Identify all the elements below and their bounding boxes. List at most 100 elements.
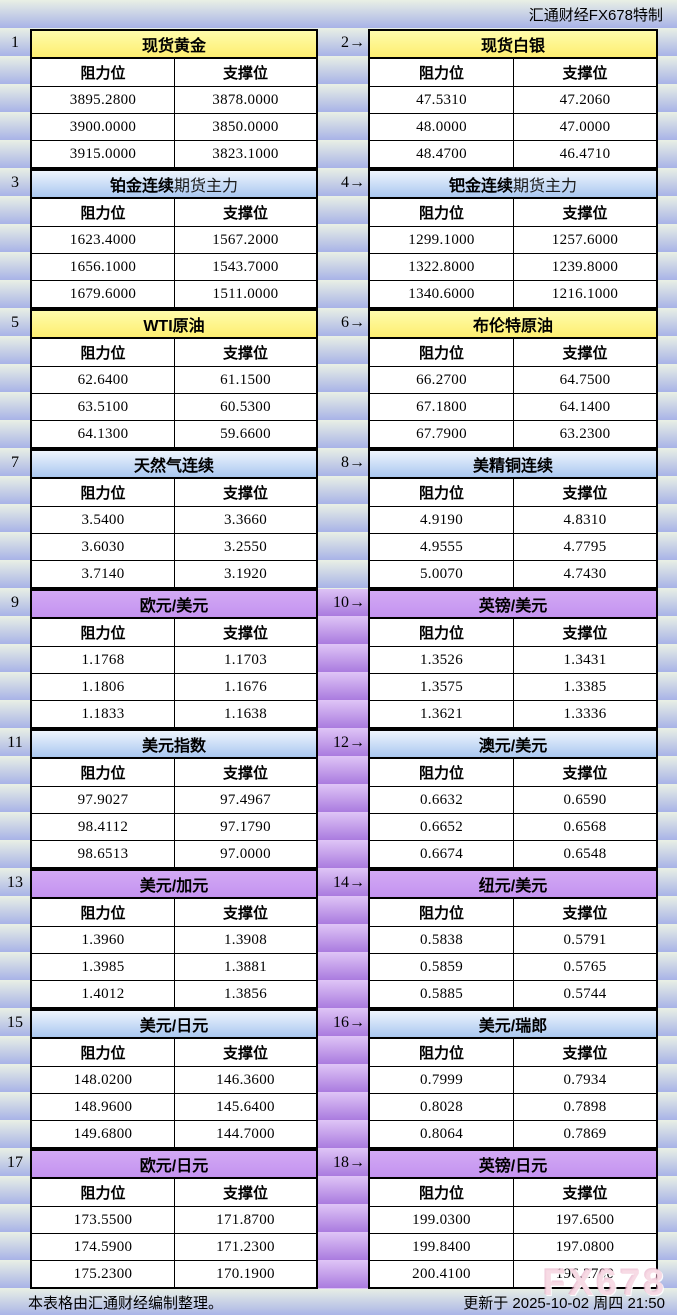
resistance-value: 1340.6000 [370, 280, 513, 307]
table-number-arrow: 6→ [341, 314, 365, 331]
table-title-text: 澳元/美元 [478, 738, 548, 755]
resistance-value: 174.5900 [32, 1233, 174, 1260]
support-header: 支撑位 [174, 59, 316, 86]
table-title: 美精铜连续 [370, 451, 656, 479]
support-value: 1.3856 [174, 980, 316, 1007]
table-title: 欧元/日元 [32, 1151, 316, 1179]
support-value: 63.2300 [513, 420, 656, 447]
table-title: WTI原油 [32, 311, 316, 339]
resistance-value: 4.9555 [370, 533, 513, 560]
table-number-left: 5 [11, 314, 19, 331]
resistance-value: 0.5885 [370, 980, 513, 1007]
table-number-left: 9 [11, 594, 19, 611]
support-value: 171.2300 [174, 1233, 316, 1260]
fx678-watermark: FX678 [543, 1262, 668, 1303]
resistance-header: 阻力位 [418, 905, 464, 922]
center-gap-column: 14→ [318, 869, 368, 1009]
resistance-value: 0.5838 [370, 926, 513, 953]
support-header: 支撑位 [174, 1039, 316, 1066]
center-gap-column: 4→ [318, 169, 368, 309]
table-title-text: 铂金连续 [109, 178, 174, 195]
resistance-value: 0.7999 [370, 1066, 513, 1093]
instrument-table: 美精铜连续 阻力位 支撑位 4.9190 4.8310 4.9555 4.7795 5.007… [368, 449, 658, 589]
table-number-arrow: 2→ [341, 34, 365, 51]
table-title-text: 美元/加元 [139, 878, 209, 895]
table-grid: 阻力位 支撑位 4.9190 4.8310 4.9555 4.7795 5.0070 4.74… [370, 479, 656, 587]
support-header: 支撑位 [513, 619, 656, 646]
resistance-header: 阻力位 [418, 205, 464, 222]
support-value: 64.1400 [513, 393, 656, 420]
instrument-table: 英镑/日元 阻力位 支撑位 199.0300 197.6500 199.8400 197.0… [368, 1149, 658, 1289]
center-gap-column: 16→ [318, 1009, 368, 1149]
center-gap-column: 12→ [318, 729, 368, 869]
instrument-table: 美元/日元 阻力位 支撑位 148.0200 146.3600 148.9600 145.6… [30, 1009, 318, 1149]
instrument-table: 现货黄金 阻力位 支撑位 3895.2800 3878.0000 3900.0000 385… [30, 29, 318, 169]
support-value: 0.7898 [513, 1093, 656, 1120]
support-value: 0.6548 [513, 840, 656, 867]
section-row: 11 美元指数 阻力位 支撑位 97.9027 97.4967 98.4112 97.1790… [0, 729, 677, 869]
support-header: 支撑位 [513, 339, 656, 366]
table-title-suffix: 期货主力 [513, 178, 578, 195]
support-value: 1.3908 [174, 926, 316, 953]
table-grid: 阻力位 支撑位 173.5500 171.8700 174.5900 171.2300 17… [32, 1179, 316, 1287]
left-number-column: 7 [0, 449, 30, 589]
table-grid: 阻力位 支撑位 1.3526 1.3431 1.3575 1.3385 1.3621 1.33… [370, 619, 656, 727]
left-number-column: 15 [0, 1009, 30, 1149]
left-number-column: 1 [0, 29, 30, 169]
table-number-left: 1 [11, 34, 19, 51]
footer: 本表格由汇通财经编制整理。 更新于 2025-10-02 周四 21:50 [0, 1289, 677, 1315]
table-title: 钯金连续 期货主力 [370, 171, 656, 199]
table-number-left: 17 [7, 1154, 23, 1171]
table-number-left: 3 [11, 174, 19, 191]
support-value: 0.7869 [513, 1120, 656, 1147]
support-value: 47.2060 [513, 86, 656, 113]
support-value: 97.4967 [174, 786, 316, 813]
resistance-value: 1.3575 [370, 673, 513, 700]
resistance-value: 67.7900 [370, 420, 513, 447]
support-header: 支撑位 [174, 479, 316, 506]
support-value: 59.6600 [174, 420, 316, 447]
resistance-header: 阻力位 [418, 1045, 464, 1062]
support-value: 171.8700 [174, 1206, 316, 1233]
resistance-value: 62.6400 [32, 366, 174, 393]
table-grid: 阻力位 支撑位 97.9027 97.4967 98.4112 97.1790 98.651… [32, 759, 316, 867]
left-number-column: 5 [0, 309, 30, 449]
support-value: 197.0800 [513, 1233, 656, 1260]
table-title: 纽元/美元 [370, 871, 656, 899]
footer-updated-timestamp: 更新于 2025-10-02 周四 21:50 [463, 1294, 665, 1312]
resistance-value: 66.2700 [370, 366, 513, 393]
table-grid: 阻力位 支撑位 1623.4000 1567.2000 1656.1000 1543.70… [32, 199, 316, 307]
section-row: 17 欧元/日元阻力位 支撑位 173.5500 171.8700 174.5900 171… [0, 1149, 677, 1289]
support-value: 1.3336 [513, 700, 656, 727]
table-grid: 阻力位 支撑位 3.5400 3.3660 3.6030 3.2550 3.7140 3.19… [32, 479, 316, 587]
resistance-value: 200.4100 [370, 1260, 513, 1287]
support-value: 1.1638 [174, 700, 316, 727]
table-number-left: 7 [11, 454, 19, 471]
table-title-text: 纽元/美元 [478, 878, 548, 895]
table-title: 铂金连续 期货主力 [32, 171, 316, 199]
resistance-header: 阻力位 [418, 765, 464, 782]
resistance-value: 98.4112 [32, 813, 174, 840]
resistance-header: 阻力位 [418, 625, 464, 642]
table-grid: 阻力位 支撑位 3895.2800 3878.0000 3900.0000 3850.00… [32, 59, 316, 167]
center-gap-column: 2→ [318, 29, 368, 169]
support-value: 4.7430 [513, 560, 656, 587]
support-value: 4.8310 [513, 506, 656, 533]
instrument-table: 现货白银 阻力位 支撑位 47.5310 47.2060 48.0000 47.0000 48… [368, 29, 658, 169]
brand-label: 汇通财经FX678特制 [528, 6, 663, 24]
support-header: 支撑位 [513, 759, 656, 786]
section-row: 9 欧元/美元 阻力位 支撑位 1.1768 1.1703 1.1806 1.1676 1.18… [0, 589, 677, 729]
support-value: 64.7500 [513, 366, 656, 393]
support-header: 支撑位 [174, 899, 316, 926]
resistance-header: 阻力位 [80, 905, 126, 922]
table-title-text: 美元指数 [141, 738, 206, 755]
support-value: 0.6568 [513, 813, 656, 840]
resistance-value: 1.3960 [32, 926, 174, 953]
instrument-table: 铂金连续 期货主力 阻力位 支撑位 1623.4000 1567.2000 1656.100… [30, 169, 318, 309]
table-number-left: 13 [7, 874, 23, 891]
table-title: 美元/加元 [32, 871, 316, 899]
resistance-value: 0.6632 [370, 786, 513, 813]
table-title-text: 欧元/日元 [139, 1158, 209, 1175]
instrument-table: 欧元/日元阻力位 支撑位 173.5500 171.8700 174.5900 171.2… [30, 1149, 318, 1289]
resistance-value: 199.0300 [370, 1206, 513, 1233]
